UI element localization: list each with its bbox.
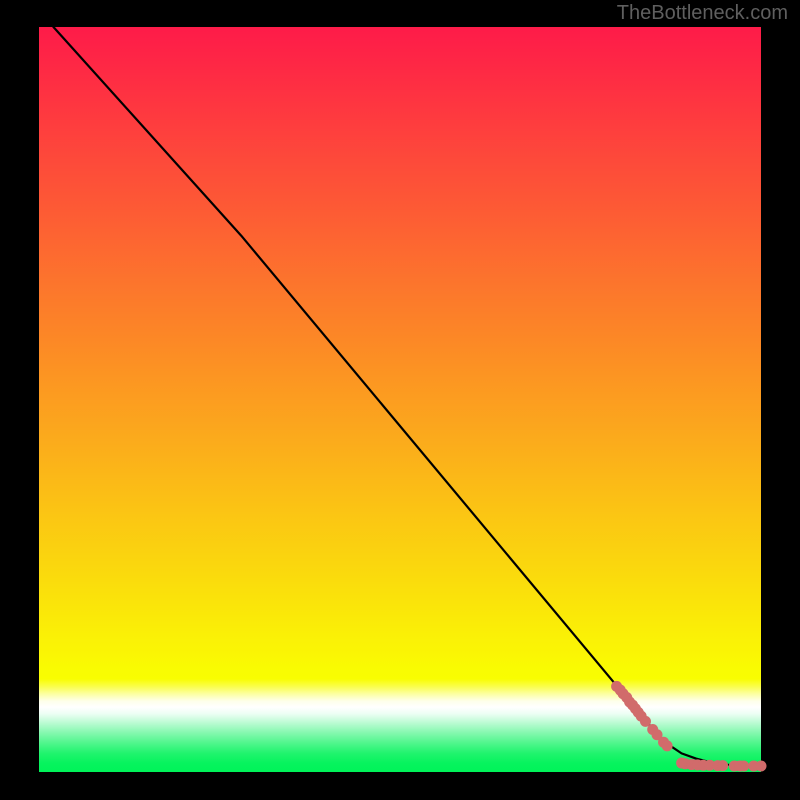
figure-root: TheBottleneck.com <box>0 0 800 800</box>
gradient-panel <box>39 27 761 772</box>
data-point <box>738 761 749 772</box>
data-point <box>756 761 767 772</box>
data-point <box>662 740 673 751</box>
attribution-text: TheBottleneck.com <box>617 2 788 25</box>
plot-svg <box>0 0 800 800</box>
data-point <box>717 760 728 771</box>
